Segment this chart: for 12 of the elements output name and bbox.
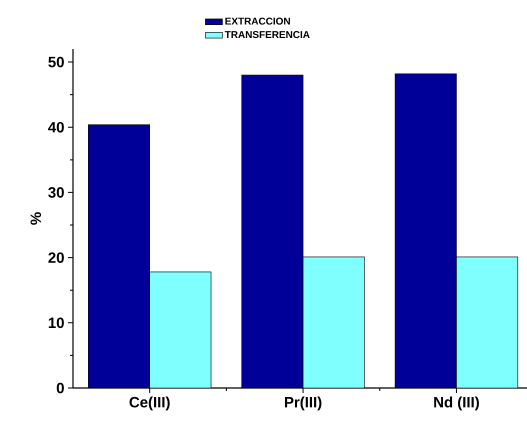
y-tick-label: 50 bbox=[48, 56, 64, 68]
y-tick-label: 10 bbox=[48, 318, 64, 328]
x-tick-label: Nd (III) bbox=[434, 396, 479, 410]
y-tick-label: 0 bbox=[56, 382, 64, 394]
y-axis-title: % bbox=[30, 212, 42, 225]
legend-label: EXTRACCION bbox=[225, 18, 290, 25]
x-tick-label: Ce(III) bbox=[130, 396, 170, 410]
y-tick-label: 40 bbox=[48, 122, 64, 133]
legend-label: TRANSFERENCIA bbox=[224, 31, 310, 38]
y-tick-label: 20 bbox=[48, 252, 64, 263]
x-tick-label: Pr(III) bbox=[284, 396, 322, 410]
y-tick-label: 30 bbox=[48, 187, 64, 198]
